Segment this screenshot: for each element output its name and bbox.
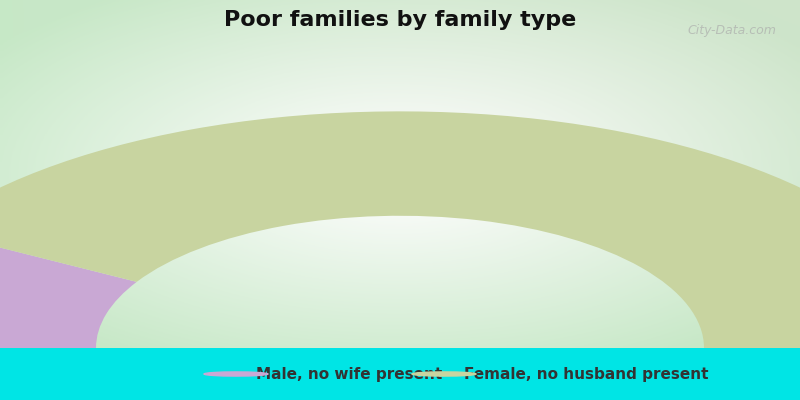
Wedge shape	[0, 230, 137, 348]
Text: Male, no wife present: Male, no wife present	[256, 366, 442, 382]
Text: Female, no husband present: Female, no husband present	[464, 366, 709, 382]
Wedge shape	[0, 111, 800, 348]
Text: City-Data.com: City-Data.com	[687, 24, 776, 37]
Circle shape	[204, 372, 268, 376]
Text: Poor families by family type: Poor families by family type	[224, 10, 576, 30]
Circle shape	[412, 372, 476, 376]
